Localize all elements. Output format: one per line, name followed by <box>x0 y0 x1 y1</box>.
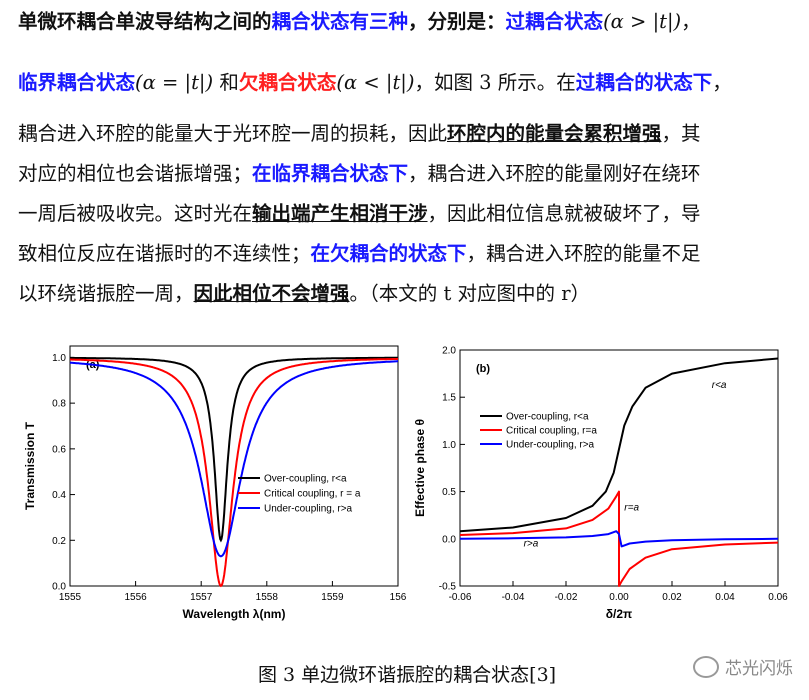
highlight-span: 临界耦合状态 <box>18 71 136 94</box>
highlight-span: 过耦合状态 <box>505 10 604 33</box>
y-tick-label: -0.5 <box>439 582 457 593</box>
y-axis-label: Transmission T <box>23 421 37 510</box>
legend-entry: Critical coupling, r = a <box>264 489 361 500</box>
text-span: 致相位反应在谐振时的不连续性； <box>18 242 311 265</box>
series-line <box>70 357 398 588</box>
text-span: 耦合进入环腔的能量大于光环腔一周的损耗，因此 <box>18 122 448 145</box>
chart-a: 1555 1556 1557 1558 1559 156 0.0 0.2 0.4 0.6 0.8 1.… <box>23 345 407 621</box>
legend-entry: Under-coupling, r>a <box>264 504 353 515</box>
series-line <box>70 356 398 543</box>
x-axis-label: δ/2π <box>606 607 632 621</box>
x-axis-label: Wavelength λ(nm) <box>183 607 286 621</box>
y-tick-label: 1.0 <box>442 440 456 451</box>
watermark-text: 芯光闪烁 <box>725 659 793 679</box>
highlight-span: 欠耦合状态 <box>238 71 337 94</box>
math-span: (α > |t|) <box>603 10 682 33</box>
highlight-span: 在欠耦合的状态下 <box>310 242 467 265</box>
series-line <box>69 360 398 558</box>
highlight-span: 过耦合的状态下 <box>575 71 713 94</box>
y-tick-label: 1.0 <box>52 353 66 364</box>
text-span: ，因此相位信息就被破坏了，导 <box>427 202 701 225</box>
legend-entry: Under-coupling, r>a <box>506 440 595 451</box>
y-tick-label: 0.0 <box>442 534 456 545</box>
figure-caption: 图 3 单边微环谐振腔的耦合状态[3] <box>258 664 557 686</box>
underlined-span: 环腔内的能量会累积增强 <box>447 122 662 145</box>
x-tick-label: 0.02 <box>662 592 682 603</box>
text-span: ，分别是： <box>408 10 506 33</box>
text-span: ，耦合进入环腔的能量不足 <box>466 242 701 265</box>
body-paragraph: 单微环耦合单波导结构之间的耦合状态有三种，分别是：过耦合状态(α > |t|)，… <box>18 4 798 311</box>
text-span: 和 <box>219 71 239 94</box>
text-span: 以环绕谐振腔一周， <box>18 282 194 305</box>
y-tick-label: 0.5 <box>442 487 456 498</box>
text-span: 。（本文的 t 对应图中的 r） <box>349 282 591 305</box>
text-span: 对应的相位也会谐振增强； <box>18 162 253 185</box>
line-6: 致相位反应在谐振时的不连续性；在欠耦合的状态下，耦合进入环腔的能量不足 <box>18 236 798 271</box>
math-span: (α = |t|) <box>135 71 214 94</box>
text-span: 单微环耦合单波导结构之间的 <box>18 10 272 33</box>
watermark: 芯光闪烁 <box>693 654 793 679</box>
underlined-span: 输出端产生相消干涉 <box>252 202 428 225</box>
line-5: 一周后被吸收完。这时光在输出端产生相消干涉，因此相位信息就被破坏了，导 <box>18 196 798 231</box>
text-span: ，如图 3 所示。在 <box>414 71 576 94</box>
panel-label: (b) <box>476 363 490 375</box>
highlight-span: 耦合状态有三种 <box>271 10 409 33</box>
annotation: r=a <box>624 502 639 513</box>
y-tick-label: 0.8 <box>52 399 66 410</box>
chart-b: -0.06 -0.04 -0.02 0.00 0.02 0.04 0.06 -0.5 0.0 0.… <box>413 346 788 622</box>
x-tick-label: 0.06 <box>768 592 788 603</box>
x-tick-label: -0.04 <box>502 592 525 603</box>
text-span: ， <box>712 71 732 94</box>
line-3: 耦合进入环腔的能量大于光环腔一周的损耗，因此环腔内的能量会累积增强，其 <box>18 116 798 151</box>
y-tick-label: 0.4 <box>52 490 66 501</box>
line-4: 对应的相位也会谐振增强；在临界耦合状态下，耦合进入环腔的能量刚好在绕环 <box>18 156 798 191</box>
x-tick-label: 156 <box>390 592 407 603</box>
line-7: 以环绕谐振腔一周，因此相位不会增强。（本文的 t 对应图中的 r） <box>18 276 798 311</box>
annotation: r>a <box>524 538 539 549</box>
highlight-span: 在临界耦合状态下 <box>252 162 409 185</box>
x-tick-label: 0.00 <box>609 592 629 603</box>
underlined-span: 因此相位不会增强 <box>193 282 350 305</box>
x-tick-label: 0.04 <box>715 592 735 603</box>
series-line <box>459 530 779 548</box>
y-tick-label: 0.2 <box>52 536 66 547</box>
plot-frame <box>69 345 399 587</box>
y-tick-label: 0.6 <box>52 444 66 455</box>
y-axis-label: Effective phase θ <box>413 419 427 517</box>
x-tick-label: 1557 <box>190 592 213 603</box>
line-1: 单微环耦合单波导结构之间的耦合状态有三种，分别是：过耦合状态(α > |t|)， <box>18 4 798 39</box>
x-tick-label: 1558 <box>256 592 279 603</box>
text-span: ， <box>681 10 701 33</box>
legend-entry: Over-coupling, r<a <box>506 412 589 423</box>
legend-entry: Over-coupling, r<a <box>264 474 347 485</box>
x-tick-label: 1556 <box>124 592 147 603</box>
y-tick-label: 0.0 <box>52 582 66 593</box>
line-2: 临界耦合状态(α = |t|) 和欠耦合状态(α < |t|)，如图 3 所示。… <box>18 65 798 100</box>
math-span: (α < |t|) <box>336 71 415 94</box>
x-tick-label: -0.02 <box>555 592 578 603</box>
legend-entry: Critical coupling, r=a <box>506 426 597 437</box>
x-tick-label: 1559 <box>321 592 344 603</box>
text-span: ，其 <box>661 122 701 145</box>
wechat-icon <box>693 655 719 678</box>
annotation: r<a <box>712 380 727 391</box>
x-tick-label: -0.06 <box>449 592 472 603</box>
text-span: 一周后被吸收完。这时光在 <box>18 202 253 225</box>
x-tick-label: 1555 <box>59 592 82 603</box>
y-tick-label: 2.0 <box>442 346 456 357</box>
series-line <box>459 357 779 533</box>
text-span: ，耦合进入环腔的能量刚好在绕环 <box>408 162 701 185</box>
y-tick-label: 1.5 <box>442 393 456 404</box>
